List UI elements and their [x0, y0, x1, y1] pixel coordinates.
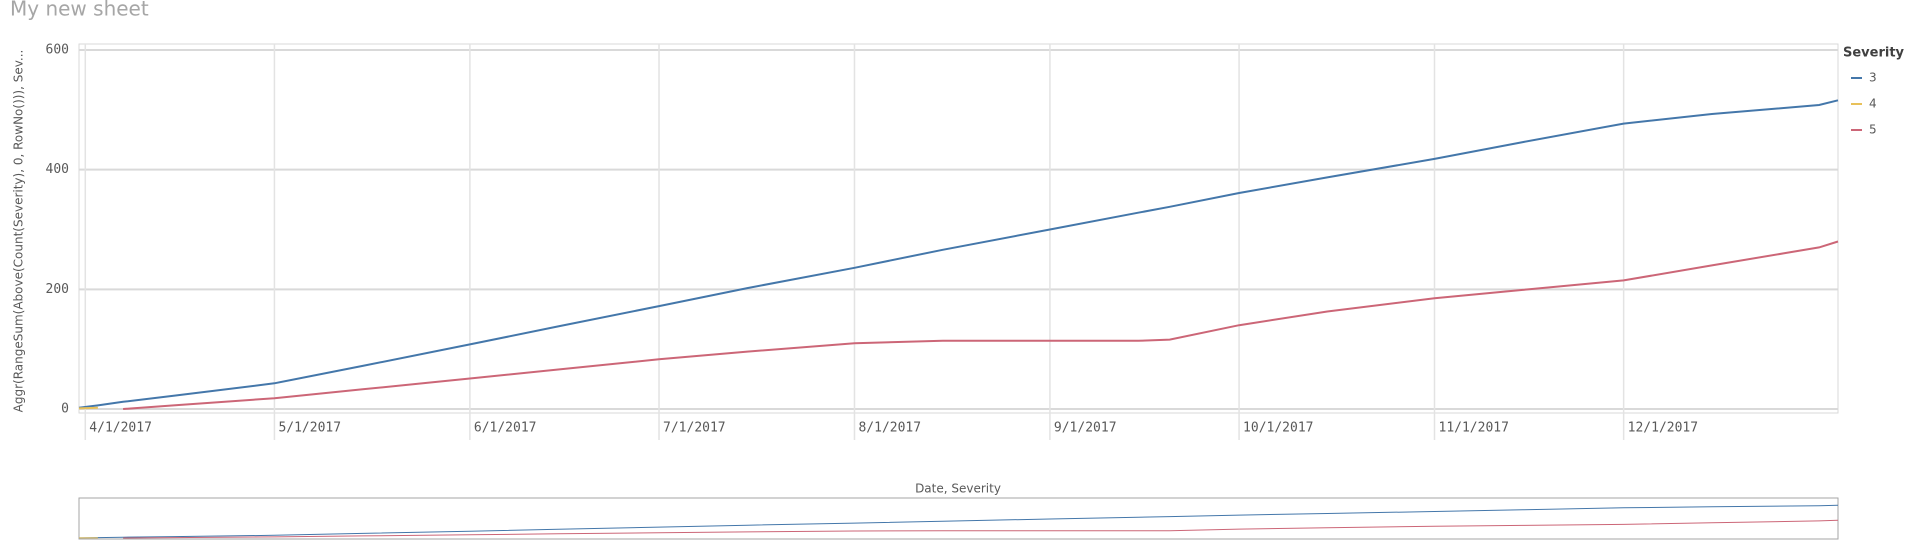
series-line: [78, 406, 98, 410]
y-tick-label: 0: [61, 402, 69, 417]
legend-label: 4: [1869, 97, 1877, 111]
x-tick-label: 4/1/2017: [89, 421, 152, 436]
y-tick-label: 200: [46, 282, 69, 297]
legend-label: 3: [1869, 71, 1877, 85]
sheet-title: My new sheet: [10, 0, 149, 21]
legend-title: Severity: [1843, 46, 1905, 61]
x-tick-label: 6/1/2017: [474, 421, 537, 436]
legend-label: 5: [1869, 123, 1877, 137]
x-tick-label: 7/1/2017: [663, 421, 726, 436]
x-tick-label: 5/1/2017: [278, 421, 341, 436]
x-tick-label: 12/1/2017: [1628, 421, 1698, 436]
x-tick-label: 9/1/2017: [1054, 421, 1117, 436]
x-tick-label: 10/1/2017: [1243, 421, 1313, 436]
x-tick-label: 11/1/2017: [1439, 421, 1509, 436]
series-line: [123, 240, 1839, 410]
plot-frame: [78, 43, 1839, 414]
y-tick-label: 400: [46, 162, 69, 177]
y-tick-label: 600: [46, 43, 69, 58]
series-line: [78, 99, 1839, 409]
navigator-line: [123, 519, 1839, 539]
navigator[interactable]: [78, 497, 1839, 540]
navigator-label: Date, Severity: [915, 482, 1001, 496]
navigator-line: [78, 504, 1839, 539]
x-tick-label: 8/1/2017: [858, 421, 921, 436]
y-axis-label: Aggr(RangeSum(Above(Count(Severity), 0, …: [12, 50, 26, 413]
